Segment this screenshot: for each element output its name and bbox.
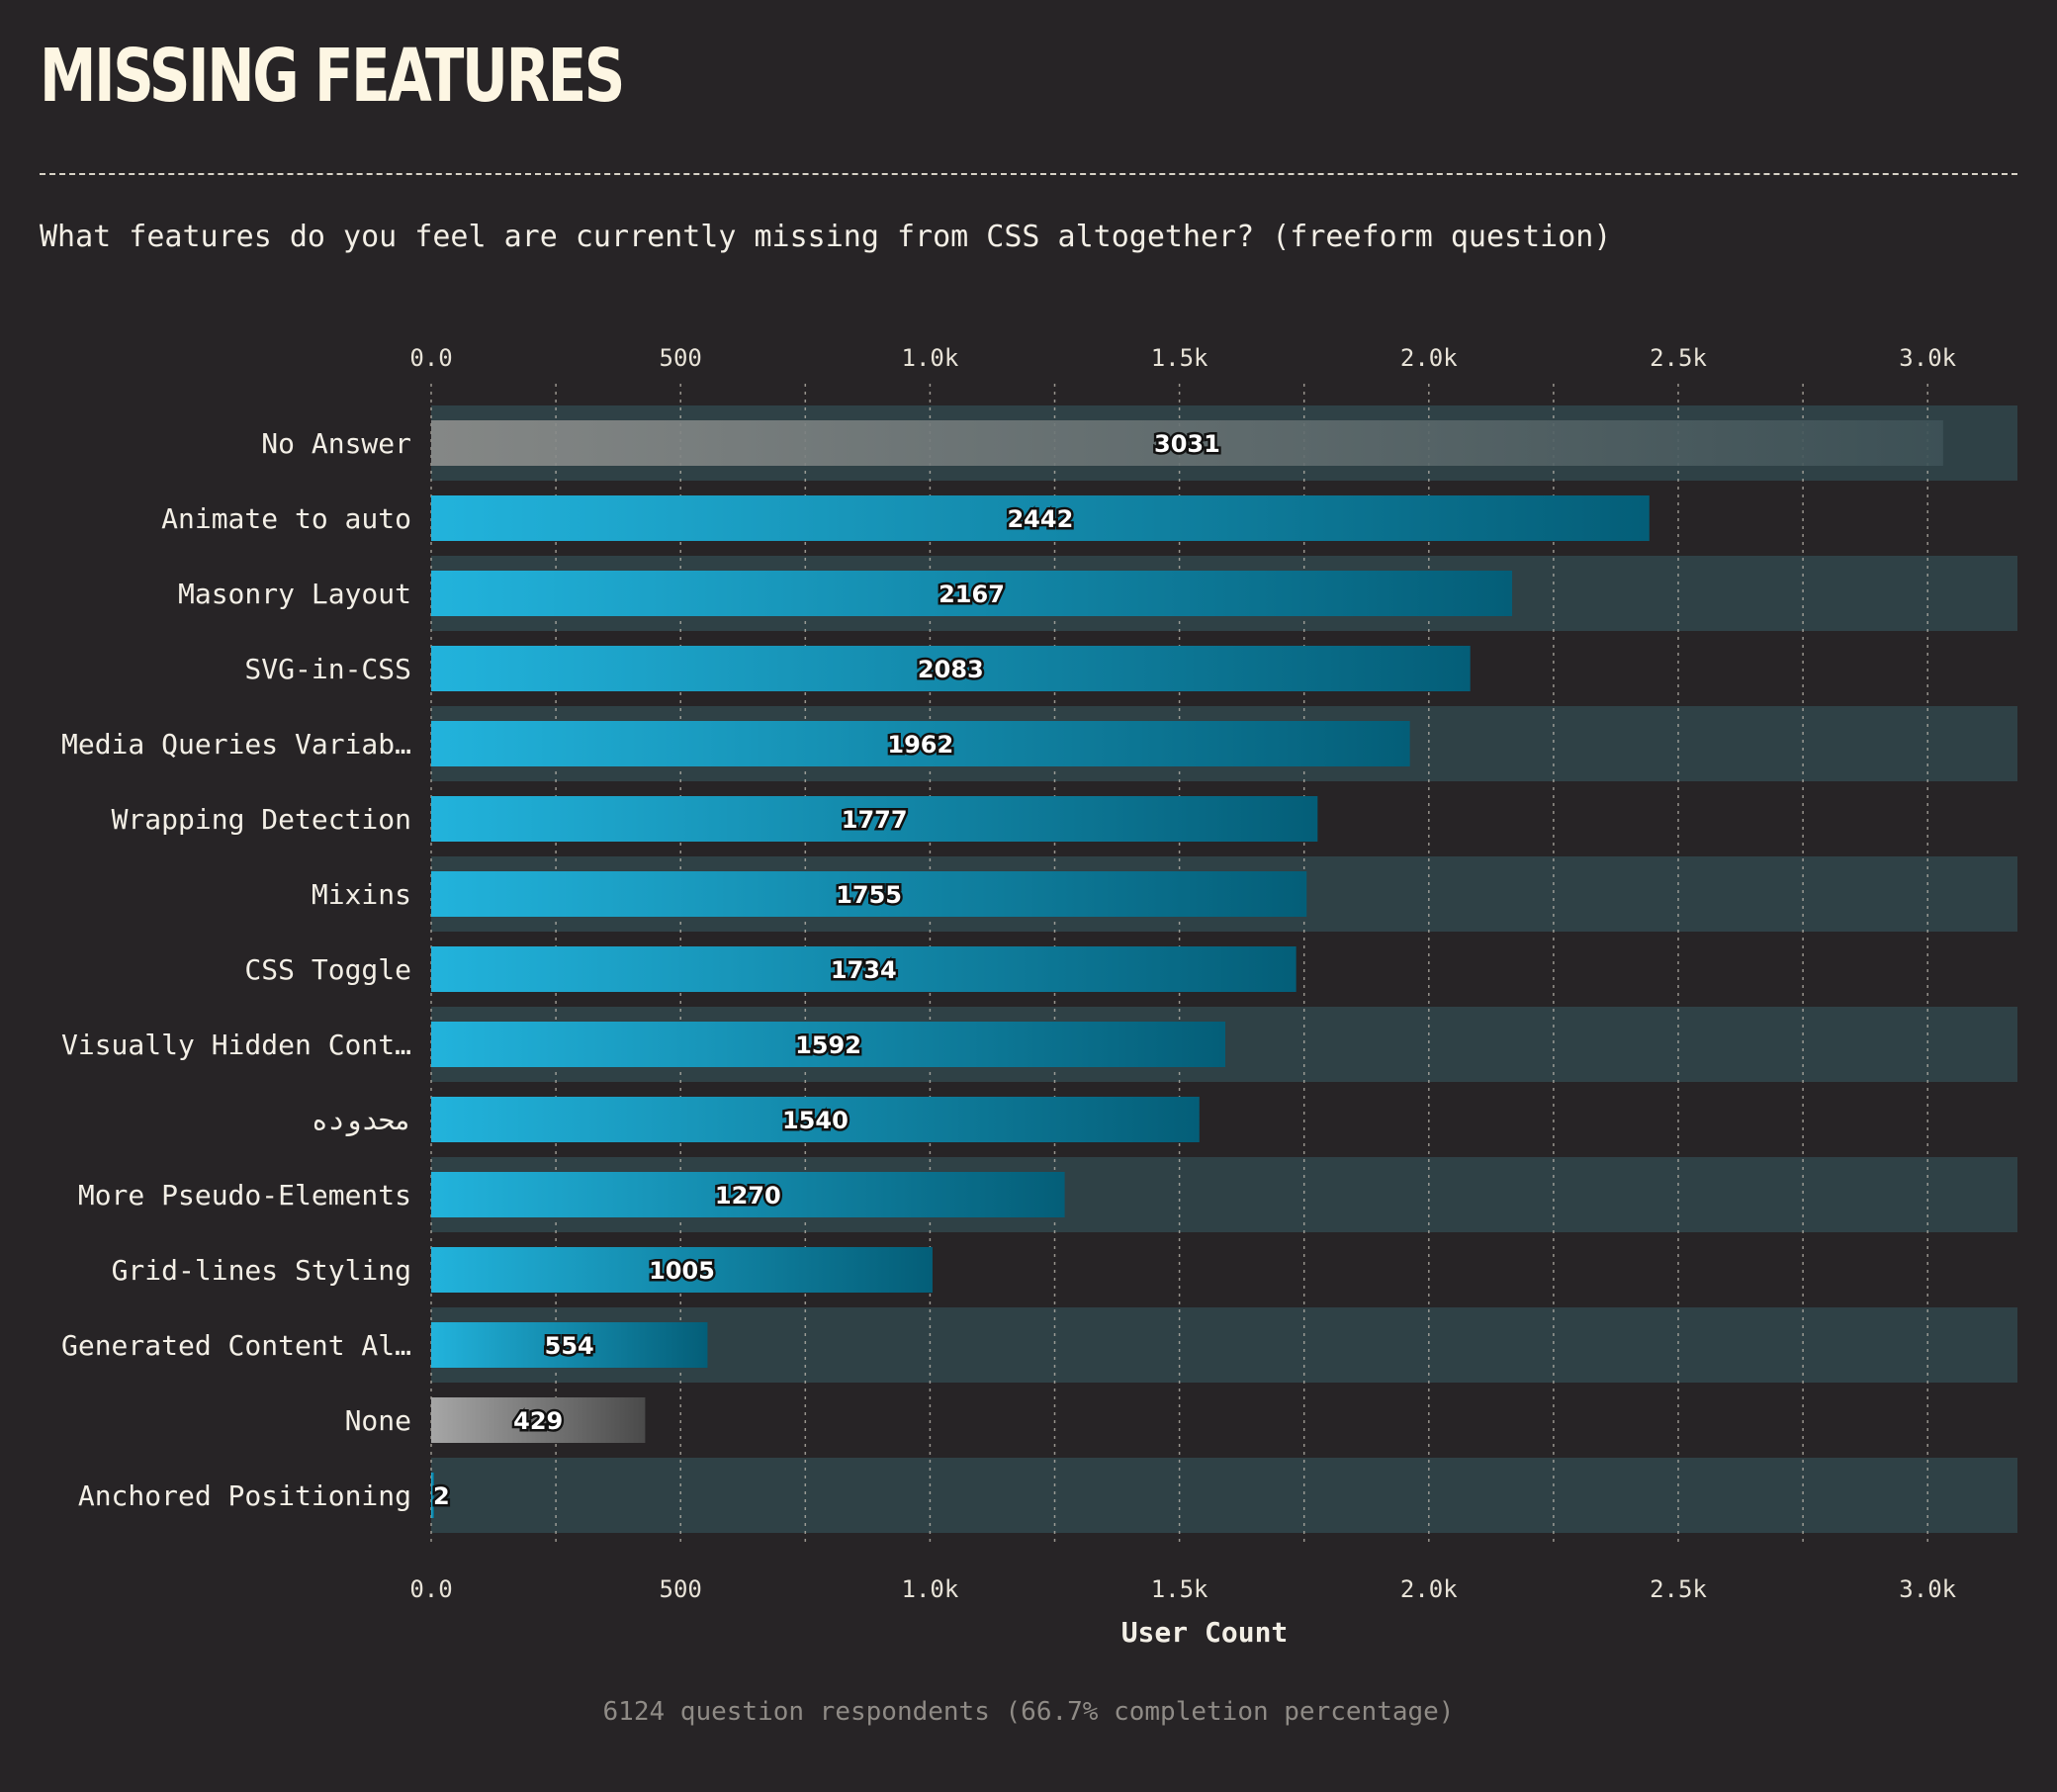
value-label: 1592 (795, 1031, 861, 1059)
x-tick-label-bottom: 2.0k (1400, 1575, 1458, 1603)
x-tick-label-top: 2.0k (1400, 344, 1458, 372)
category-label: Generated Content Al… (61, 1329, 411, 1362)
x-tick-label-top: 1.5k (1151, 344, 1208, 372)
value-label: 554 (545, 1332, 594, 1360)
value-label: 2442 (1007, 505, 1073, 533)
category-label: Mixins (312, 878, 411, 911)
category-label: Visually Hidden Cont… (61, 1029, 411, 1061)
category-label: Wrapping Detection (112, 803, 411, 836)
category-label: Masonry Layout (178, 578, 411, 610)
value-label: 1734 (831, 956, 897, 984)
category-label: محدوده (312, 1104, 411, 1136)
value-label: 2 (433, 1482, 450, 1510)
x-tick-label-top: 1.0k (902, 344, 959, 372)
value-label: 2083 (918, 656, 984, 683)
value-label: 3031 (1154, 430, 1220, 458)
value-label: 1005 (649, 1257, 715, 1285)
category-label: CSS Toggle (244, 953, 411, 986)
x-tick-label-bottom: 0.0 (409, 1575, 452, 1603)
x-tick-label-bottom: 500 (660, 1575, 702, 1603)
bar-chart: No Answer 3031 Animate to auto 2442 Masonry … (0, 0, 2057, 1681)
x-tick-label-top: 0.0 (409, 344, 452, 372)
category-label: Animate to auto (161, 502, 411, 535)
value-label: 1540 (782, 1107, 849, 1134)
category-label: Grid-lines Styling (112, 1254, 411, 1287)
x-tick-label-top: 3.0k (1899, 344, 1956, 372)
value-label: 1962 (887, 731, 953, 759)
category-label: More Pseudo-Elements (78, 1179, 411, 1211)
x-tick-label-bottom: 1.0k (902, 1575, 959, 1603)
respondents-footnote: 6124 question respondents (66.7% complet… (0, 1697, 2057, 1727)
category-label: No Answer (261, 427, 411, 460)
x-tick-label-bottom: 1.5k (1151, 1575, 1208, 1603)
value-label: 1777 (842, 806, 908, 834)
x-tick-label-top: 2.5k (1650, 344, 1707, 372)
value-label: 1270 (715, 1182, 781, 1210)
value-label: 1755 (836, 881, 902, 909)
x-tick-label-bottom: 2.5k (1650, 1575, 1707, 1603)
x-axis-title: User Count (1121, 1616, 1289, 1649)
x-tick-label-top: 500 (660, 344, 702, 372)
row-band (431, 1458, 2017, 1533)
category-label: Anchored Positioning (78, 1479, 411, 1512)
value-label: 429 (513, 1407, 563, 1435)
value-label: 2167 (939, 581, 1005, 608)
x-tick-label-bottom: 3.0k (1899, 1575, 1956, 1603)
category-label: SVG-in-CSS (244, 653, 411, 685)
category-label: None (345, 1404, 411, 1437)
category-label: Media Queries Variab… (61, 728, 411, 761)
